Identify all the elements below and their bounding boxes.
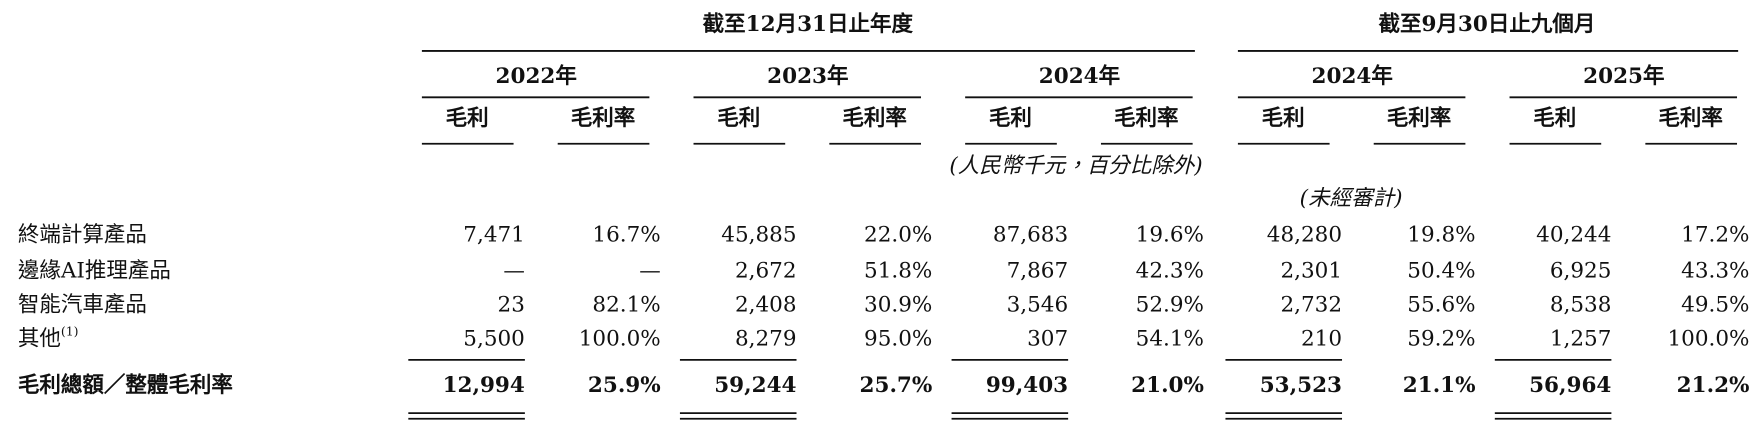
total-cell: 21.0% (1131, 373, 1204, 398)
cell: 210 (1301, 327, 1342, 352)
cell: 17.2% (1681, 222, 1749, 247)
total-cell: 25.9% (588, 373, 661, 398)
cell: 30.9% (864, 293, 932, 318)
cell: — (639, 259, 661, 284)
group-header: 截至12月31日止年度 (703, 11, 914, 37)
year-header: 2024年 (1039, 63, 1120, 89)
cell: 23 (498, 293, 525, 318)
cell: 45,885 (721, 222, 796, 247)
year-header: 2022年 (496, 63, 577, 89)
cell: 2,301 (1280, 259, 1342, 284)
cell: 2,732 (1280, 293, 1342, 318)
cell: 6,925 (1550, 259, 1612, 284)
year-header: 2023年 (767, 63, 848, 89)
column-header: 毛利率 (842, 105, 907, 131)
column-header: 毛利率 (1387, 105, 1452, 131)
cell: — (503, 259, 524, 284)
row-label-text: 終端計算產品 (18, 222, 147, 247)
cell: 51.8% (864, 259, 932, 284)
group-header: 截至9月30日止九個月 (1378, 12, 1595, 37)
cell: 8,279 (735, 327, 797, 352)
cell: 40,244 (1536, 222, 1611, 247)
total-cell: 12,994 (443, 373, 525, 398)
total-cell: 25.7% (860, 373, 933, 398)
column-header: 毛利 (446, 106, 489, 131)
cell: 1,257 (1550, 327, 1612, 352)
cell: 48,280 (1267, 222, 1342, 247)
column-header: 毛利 (1262, 106, 1305, 131)
column-header: 毛利率 (1658, 105, 1723, 131)
row-label: 智能汽車產品 (18, 293, 147, 318)
cell: 87,683 (993, 222, 1068, 247)
cell: 7,867 (1007, 259, 1069, 284)
cell: 7,471 (463, 222, 525, 247)
year-header: 2024年 (1312, 63, 1393, 89)
cell: 5,500 (463, 327, 525, 352)
year-header: 2025年 (1583, 63, 1664, 89)
cell: 2,672 (735, 259, 797, 284)
cell: 95.0% (864, 327, 932, 352)
row-label: 終端計算產品 (18, 222, 147, 247)
cell: 59.2% (1407, 327, 1475, 352)
cell: 100.0% (579, 327, 661, 352)
cell: 307 (1027, 327, 1068, 352)
column-header: 毛利 (1533, 106, 1576, 131)
total-cell: 21.2% (1677, 373, 1750, 398)
cell: 52.9% (1136, 293, 1204, 318)
cell: 82.1% (592, 293, 660, 318)
cell: 22.0% (864, 222, 932, 247)
total-cell: 99,403 (986, 373, 1068, 398)
cell: 50.4% (1407, 259, 1475, 284)
total-cell: 53,523 (1260, 373, 1342, 398)
row-label-text: 其他 (18, 327, 61, 352)
column-header: 毛利 (989, 106, 1032, 131)
cell: 100.0% (1667, 327, 1749, 352)
row-label: 邊緣AI推理產品 (18, 259, 171, 284)
row-label-text: 邊緣AI推理產品 (18, 259, 171, 284)
cell: 42.3% (1136, 259, 1204, 284)
column-header: 毛利 (717, 106, 760, 131)
total-cell: 56,964 (1529, 373, 1611, 398)
column-header: 毛利率 (1114, 105, 1179, 131)
unit-note: (人民幣千元，百分比除外) (949, 153, 1202, 178)
unaudited-note: (未經審計) (1300, 186, 1403, 211)
cell: 43.3% (1681, 259, 1749, 284)
cell: 16.7% (592, 222, 660, 247)
cell: 55.6% (1407, 293, 1475, 318)
total-cell: 59,244 (714, 373, 796, 398)
total-cell: 21.1% (1403, 373, 1476, 398)
footnote-ref: (1) (61, 323, 79, 338)
column-header: 毛利率 (571, 105, 636, 131)
cell: 2,408 (735, 293, 797, 318)
cell: 8,538 (1550, 293, 1612, 318)
row-label: 其他(1) (18, 323, 79, 351)
cell: 3,546 (1007, 293, 1069, 318)
row-label-text: 智能汽車產品 (18, 293, 147, 318)
cell: 19.6% (1136, 222, 1204, 247)
cell: 19.8% (1407, 222, 1475, 247)
cell: 54.1% (1136, 327, 1204, 352)
total-label: 毛利總額／整體毛利率 (18, 372, 233, 398)
cell: 49.5% (1681, 293, 1749, 318)
